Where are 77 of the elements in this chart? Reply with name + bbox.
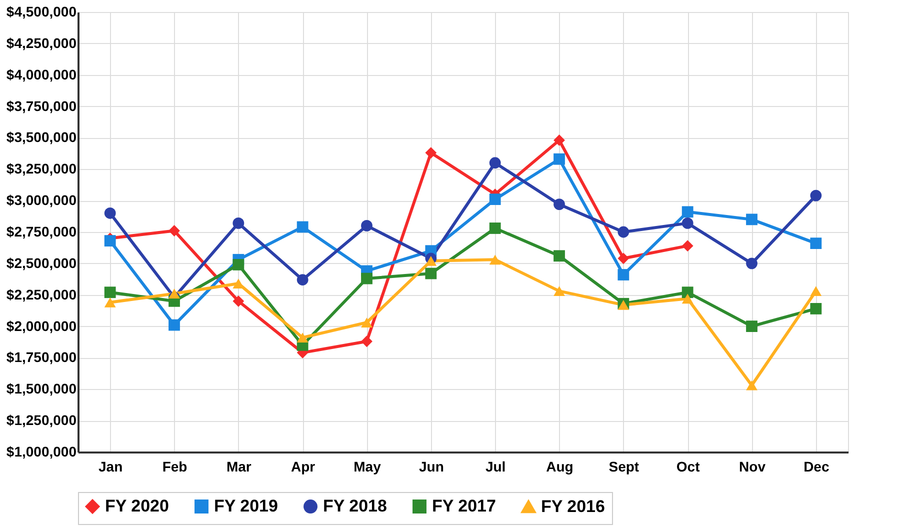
point xyxy=(554,134,565,146)
point xyxy=(168,225,180,236)
legend-label: FY 2018 xyxy=(323,496,387,516)
y-tick-label: $1,250,000 xyxy=(6,412,77,428)
point xyxy=(361,272,372,284)
point xyxy=(361,318,372,328)
y-tick-label: $4,000,000 xyxy=(6,66,77,82)
point xyxy=(489,254,501,265)
x-tick-label: Apr xyxy=(291,458,316,474)
point xyxy=(232,258,244,270)
point xyxy=(554,153,565,165)
point xyxy=(682,294,694,304)
point xyxy=(554,198,565,210)
point xyxy=(296,332,308,343)
x-tick-label: Dec xyxy=(804,458,830,474)
point xyxy=(554,286,565,296)
x-tick-label: Nov xyxy=(739,458,766,474)
y-tick-label: $3,000,000 xyxy=(6,192,77,208)
legend-label: FY 2017 xyxy=(432,496,496,516)
x-tick-label: Oct xyxy=(676,458,700,474)
point xyxy=(104,207,116,219)
point xyxy=(810,302,822,314)
point xyxy=(489,157,501,169)
point xyxy=(296,274,308,286)
point xyxy=(682,286,694,298)
point xyxy=(618,269,630,280)
x-tick-label: Jan xyxy=(98,458,123,474)
point xyxy=(618,226,630,238)
point xyxy=(104,286,116,298)
point xyxy=(425,256,437,266)
x-tick-label: Mar xyxy=(226,458,252,474)
x-tick-label: Feb xyxy=(162,458,188,474)
x-tick-label: Sept xyxy=(608,458,640,474)
y-tick-label: $2,750,000 xyxy=(6,224,77,240)
point xyxy=(746,258,758,270)
y-tick-label: $2,250,000 xyxy=(6,286,77,302)
legend-label: FY 2019 xyxy=(214,496,278,516)
y-tick-label: $4,250,000 xyxy=(6,34,77,51)
point xyxy=(232,218,244,229)
point xyxy=(682,218,694,229)
x-tick-label: May xyxy=(354,458,382,474)
point xyxy=(746,320,758,332)
x-tick-label: Jun xyxy=(418,458,444,474)
point xyxy=(746,214,758,226)
point xyxy=(682,206,694,218)
point xyxy=(296,221,308,233)
y-tick-label: $1,500,000 xyxy=(6,380,77,397)
point xyxy=(618,252,630,264)
y-tick-label: $2,500,000 xyxy=(6,254,77,271)
point xyxy=(682,240,694,252)
point xyxy=(489,222,501,234)
point xyxy=(425,268,437,280)
point xyxy=(489,194,501,206)
point xyxy=(361,336,372,348)
point xyxy=(104,297,116,308)
y-tick-label: $3,250,000 xyxy=(6,160,77,177)
y-tick-label: $1,000,000 xyxy=(6,444,77,460)
point xyxy=(554,250,565,262)
legend-label: FY 2016 xyxy=(541,496,605,516)
point xyxy=(425,147,437,158)
point xyxy=(104,235,116,246)
y-tick-label: $3,500,000 xyxy=(6,129,77,146)
point xyxy=(168,288,180,299)
y-tick-label: $3,750,000 xyxy=(6,98,77,114)
point xyxy=(810,190,822,202)
x-tick-label: Aug xyxy=(546,458,574,474)
y-tick-label: $2,000,000 xyxy=(6,318,77,334)
y-tick-label: $1,750,000 xyxy=(6,349,77,366)
point xyxy=(746,380,758,390)
x-tick-label: Jul xyxy=(485,458,506,474)
point xyxy=(810,286,822,296)
legend-label: FY 2020 xyxy=(105,496,169,516)
point xyxy=(810,238,822,250)
point xyxy=(168,319,180,331)
point xyxy=(361,220,372,232)
point xyxy=(232,295,244,307)
y-tick-label: $4,500,000 xyxy=(6,4,77,20)
